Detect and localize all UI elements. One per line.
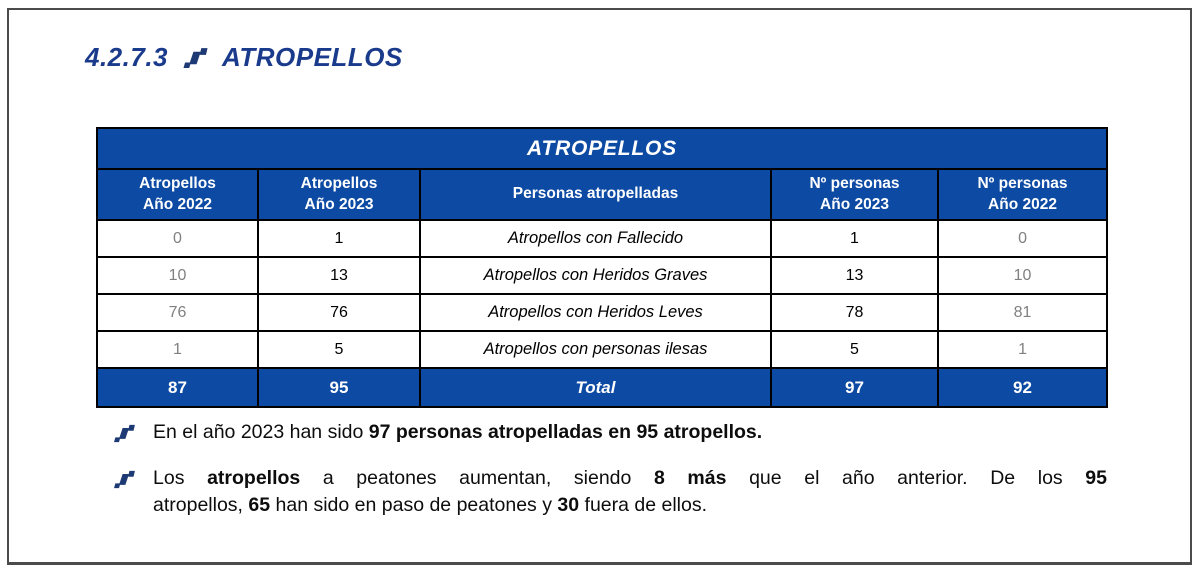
table-cell-category: Atropellos con Heridos Leves [419, 293, 772, 332]
table-cell: 78 [770, 293, 939, 332]
table-row: 0 1 Atropellos con Fallecido 1 0 [96, 219, 1109, 258]
total-cell: 97 [770, 367, 939, 408]
table-cell: 5 [770, 330, 939, 369]
table-cell-category: Atropellos con Fallecido [419, 219, 772, 258]
section-number: 4.2.7.3 [85, 42, 169, 72]
table-title: ATROPELLOS [95, 127, 1109, 170]
table-row: 1 5 Atropellos con personas ilesas 5 1 [96, 330, 1109, 369]
table-cell: 13 [257, 256, 421, 295]
atropellos-table: ATROPELLOS Atropellos Año 2022 Atropello… [95, 127, 1109, 408]
section-heading: 4.2.7.3 ATROPELLOS [85, 42, 403, 73]
column-header-atropellos-2023: Atropellos Año 2023 [257, 168, 421, 221]
total-cell: 92 [936, 367, 1109, 408]
total-cell-label: Total [419, 367, 772, 408]
column-header-personas-2023: Nº personas Año 2023 [770, 168, 939, 221]
table-cell: 10 [936, 256, 1109, 295]
column-header-atropellos-2022: Atropellos Año 2022 [96, 168, 259, 221]
table-header-row: Atropellos Año 2022 Atropellos Año 2023 … [96, 168, 1109, 221]
arrow-bullet-icon [114, 424, 135, 443]
table-cell: 13 [770, 256, 939, 295]
total-cell: 87 [96, 367, 259, 408]
note-line: Los atropellos a peatones aumentan, sien… [153, 467, 1107, 489]
table-cell: 76 [96, 293, 259, 332]
table-cell: 0 [936, 219, 1109, 258]
table-cell: 1 [96, 330, 259, 369]
table-total-row: 87 95 Total 97 92 [96, 367, 1109, 408]
table-title-row: ATROPELLOS [95, 127, 1109, 170]
table-cell: 1 [936, 330, 1109, 369]
table-cell-category: Atropellos con personas ilesas [419, 330, 772, 369]
note-line: atropellos, 65 han sido en paso de peato… [153, 494, 708, 516]
note-line: En el año 2023 han sido 97 personas atro… [153, 421, 763, 443]
table-cell: 10 [96, 256, 259, 295]
bullet-note: En el año 2023 han sido 97 personas atro… [112, 419, 1107, 446]
column-header-personas-atropelladas: Personas atropelladas [419, 168, 772, 221]
table-row: 76 76 Atropellos con Heridos Leves 78 81 [96, 293, 1109, 332]
table-cell: 1 [257, 219, 421, 258]
column-header-personas-2022: Nº personas Año 2022 [936, 168, 1109, 221]
section-arrow-icon [183, 48, 208, 68]
table-cell-category: Atropellos con Heridos Graves [419, 256, 772, 295]
table-cell: 0 [96, 219, 259, 258]
notes-section: En el año 2023 han sido 97 personas atro… [112, 419, 1107, 538]
table-cell: 76 [257, 293, 421, 332]
total-cell: 95 [257, 367, 421, 408]
arrow-bullet-icon [114, 470, 135, 489]
table-row: 10 13 Atropellos con Heridos Graves 13 1… [96, 256, 1109, 295]
table-cell: 5 [257, 330, 421, 369]
section-title: ATROPELLOS [222, 42, 403, 72]
bullet-note: Los atropellos a peatones aumentan, sien… [112, 465, 1107, 519]
table-cell: 1 [770, 219, 939, 258]
table-cell: 81 [936, 293, 1109, 332]
